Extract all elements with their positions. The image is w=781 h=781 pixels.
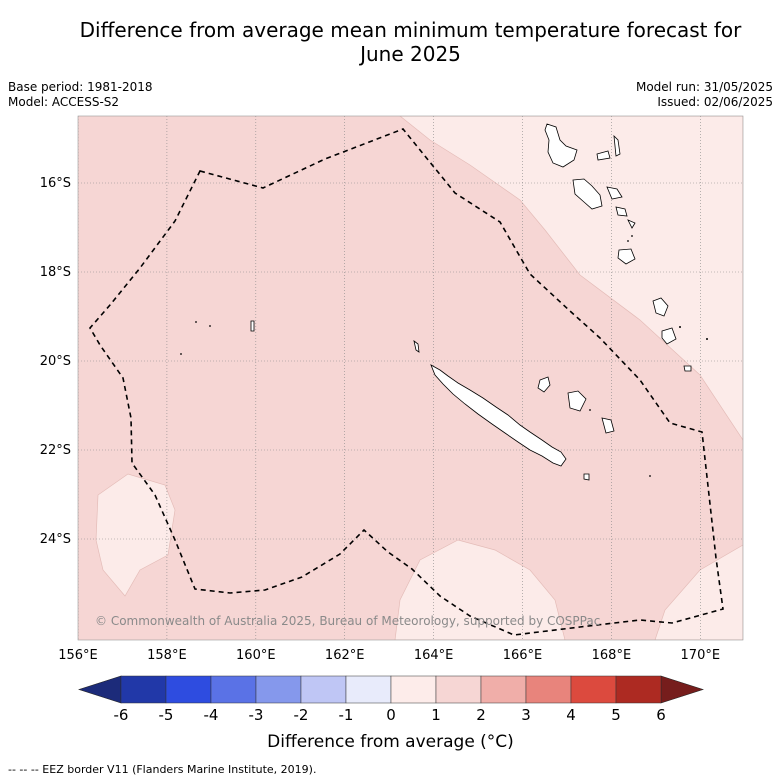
anomaly-band-0-1-west	[95, 473, 176, 597]
vanuatu-island-5	[615, 206, 628, 217]
lon-tick-label: 164°E	[414, 648, 454, 663]
colorbar-segment	[255, 675, 302, 704]
loyalty-island-1	[537, 376, 551, 393]
vanuatu-island-6	[627, 219, 636, 229]
colorbar-segment	[570, 675, 617, 704]
colorbar-tick-label: 2	[476, 706, 486, 724]
colorbar-segment	[525, 675, 572, 704]
island-matthew	[583, 473, 590, 481]
island-hunter	[683, 365, 692, 372]
colorbar-segment	[300, 675, 347, 704]
lon-tick-label: 160°E	[236, 648, 276, 663]
colorbar-under-arrow	[78, 675, 122, 704]
meta-right: Model run: 31/05/2025 Issued: 02/06/2025	[636, 80, 773, 110]
lon-tick-label: 170°E	[681, 648, 721, 663]
meta-left: Base period: 1981-2018 Model: ACCESS-S2	[8, 80, 153, 110]
lon-tick-label: 162°E	[325, 648, 365, 663]
colorbar-tick-label: -2	[294, 706, 309, 724]
colorbar-segment	[390, 675, 437, 704]
colorbar-segment	[165, 675, 212, 704]
colorbar-tick-label: -1	[339, 706, 354, 724]
colorbar-label: Difference from average (°C)	[267, 732, 514, 752]
colorbar-over-arrow	[660, 675, 704, 704]
vanuatu-malakula	[572, 178, 603, 210]
vanuatu-efate	[617, 248, 636, 265]
colorbar-tick-label: 4	[566, 706, 576, 724]
colorbar-segment	[345, 675, 392, 704]
colorbar-tick-label: -4	[204, 706, 219, 724]
lon-tick-label: 158°E	[147, 648, 187, 663]
colorbar-tick-label: 3	[521, 706, 531, 724]
loyalty-island-3	[601, 417, 615, 434]
chart-title: Difference from average mean minimum tem…	[40, 18, 781, 66]
map-area	[78, 116, 743, 640]
map-frame	[77, 115, 744, 641]
title-line-1: Difference from average mean minimum tem…	[79, 18, 742, 42]
gridlines	[78, 116, 743, 640]
colorbar-segment	[210, 675, 257, 704]
eez-border	[89, 128, 724, 636]
colorbar-tick-label: 5	[611, 706, 621, 724]
lat-tick-label: 16°S	[40, 176, 71, 191]
base-period: Base period: 1981-2018	[8, 80, 153, 94]
colorbar-tick-label: 0	[386, 706, 396, 724]
lon-tick-label: 166°E	[503, 648, 543, 663]
anomaly-band-0-1-northeast	[399, 116, 743, 441]
vanuatu-tanna	[652, 297, 669, 317]
colorbar-segment	[120, 675, 167, 704]
lat-tick-label: 24°S	[40, 532, 71, 547]
colorbar-segment	[435, 675, 482, 704]
issued-date: Issued: 02/06/2025	[657, 95, 773, 109]
island-chesterfield	[250, 320, 255, 332]
colorbar-segment	[480, 675, 527, 704]
small-islets	[180, 235, 708, 477]
lat-tick-label: 20°S	[40, 354, 71, 369]
model-run: Model run: 31/05/2025	[635, 80, 773, 94]
land-outlines	[250, 123, 692, 481]
lat-tick-label: 18°S	[40, 265, 71, 280]
colorbar-tick-label: -6	[114, 706, 129, 724]
colorbar: -6 -5 -4 -3 -2 -1 0 1 2 3 4 5 6	[78, 675, 704, 724]
loyalty-island-2	[567, 390, 587, 412]
new-caledonia-outline	[430, 364, 567, 467]
colorbar-segment	[615, 675, 662, 704]
colorbar-tick-label: 6	[656, 706, 666, 724]
colorbar-tick-label: -5	[159, 706, 174, 724]
vanuatu-north-island	[613, 134, 621, 157]
model-name: Model: ACCESS-S2	[8, 95, 120, 109]
lat-tick-label: 22°S	[40, 443, 71, 458]
copyright-text: © Commonwealth of Australia 2025, Bureau…	[95, 614, 601, 628]
vanuatu-espiritu-santo	[544, 123, 578, 168]
eez-footnote: -- -- -- EEZ border V11 (Flanders Marine…	[8, 763, 317, 776]
title-line-2: June 2025	[360, 42, 461, 66]
vanuatu-aneityum	[661, 327, 677, 345]
anomaly-band-0-1-southeast	[654, 544, 743, 640]
colorbar-tick-label: 1	[431, 706, 441, 724]
island-north-nc	[413, 340, 420, 353]
lon-tick-label: 156°E	[58, 648, 98, 663]
vanuatu-ambrym	[606, 186, 623, 200]
vanuatu-island-2	[596, 150, 611, 161]
lon-tick-label: 168°E	[592, 648, 632, 663]
longitude-labels: 156°E 158°E 160°E 162°E 164°E 166°E 168°E 170°E	[58, 648, 720, 663]
colorbar-tick-label: -3	[249, 706, 264, 724]
latitude-labels: 16°S 18°S 20°S 22°S 24°S	[40, 176, 71, 547]
